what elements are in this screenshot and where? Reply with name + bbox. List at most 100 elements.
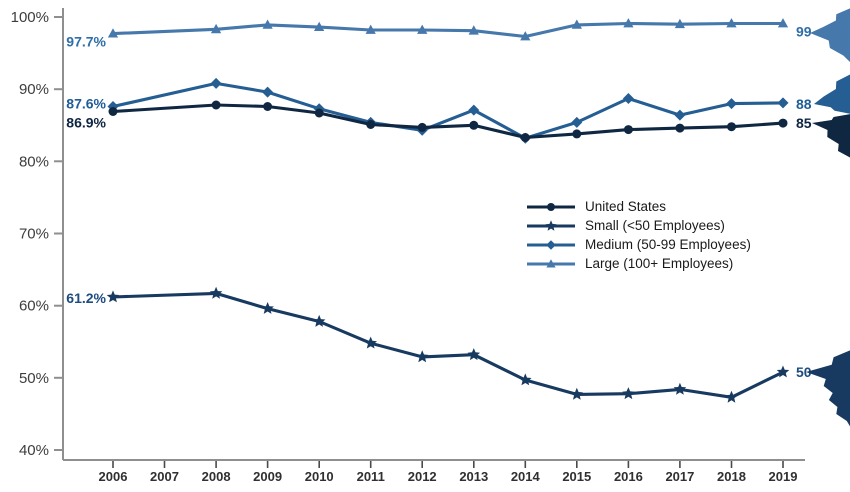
legend-item-large: Large (100+ Employees) <box>526 254 751 273</box>
marker-small <box>261 302 274 314</box>
y-tick-label: 80% <box>19 153 49 170</box>
y-tick-label: 90% <box>19 81 49 98</box>
cutoff-blob-large <box>810 8 850 63</box>
x-tick-label: 2016 <box>614 469 643 484</box>
marker-small <box>106 290 120 303</box>
marker-small <box>467 348 480 361</box>
cutoff-blob-us <box>812 114 850 158</box>
legend: United States Small (<50 Employees) Medium… <box>526 197 751 273</box>
marker-large <box>468 25 479 35</box>
marker-small <box>416 350 429 363</box>
x-tick-label: 2008 <box>202 469 231 484</box>
legend-marker-large <box>546 258 556 267</box>
marker-us <box>108 107 118 116</box>
marker-us <box>778 118 788 128</box>
marker-large <box>623 18 634 28</box>
marker-large <box>210 23 222 34</box>
marker-us <box>675 123 685 133</box>
legend-star-icon <box>527 219 575 231</box>
marker-small <box>209 286 223 299</box>
x-tick-label: 2011 <box>357 469 385 484</box>
marker-small <box>673 382 687 395</box>
marker-us <box>366 120 376 129</box>
marker-medium <box>468 104 480 116</box>
end-label-us: 85 <box>796 115 812 131</box>
legend-item-small: Small (<50 Employees) <box>526 216 751 235</box>
marker-large <box>314 21 325 31</box>
end-label-small: 50 <box>796 364 812 380</box>
marker-medium <box>210 77 222 89</box>
marker-us <box>417 122 427 132</box>
legend-marker-small <box>545 219 557 231</box>
marker-small <box>776 365 790 378</box>
y-tick-label: 40% <box>19 442 49 459</box>
marker-large <box>777 18 789 28</box>
y-tick-label: 50% <box>19 370 49 387</box>
marker-small <box>622 387 635 400</box>
legend-circle-icon <box>527 202 575 211</box>
marker-large <box>365 24 376 34</box>
legend-marker-us <box>547 202 555 211</box>
marker-medium <box>674 109 686 121</box>
y-tick-label: 70% <box>19 226 49 243</box>
x-tick-label: 2015 <box>562 469 591 484</box>
end-label-large: 99 <box>796 24 812 40</box>
marker-us <box>211 100 221 110</box>
marker-us <box>572 129 582 139</box>
marker-medium <box>262 86 274 98</box>
marker-small <box>725 390 738 403</box>
marker-small <box>364 336 377 349</box>
legend-item-medium: Medium (50-99 Employees) <box>526 235 751 254</box>
x-tick-label: 2018 <box>717 469 746 484</box>
marker-large <box>674 18 685 29</box>
cutoff-blob-small <box>806 350 850 427</box>
start-label-small: 61.2% <box>66 290 106 306</box>
y-tick-label: 60% <box>19 298 49 315</box>
x-tick-label: 2019 <box>769 469 798 484</box>
marker-medium <box>571 116 583 128</box>
cutoff-blob-medium <box>814 74 850 114</box>
legend-label-small: Small (<50 Employees) <box>585 218 725 233</box>
legend-label-us: United States <box>585 199 667 214</box>
marker-large <box>262 19 273 29</box>
marker-medium <box>726 98 737 110</box>
marker-small <box>312 314 326 327</box>
x-tick-label: 2010 <box>305 469 334 484</box>
x-tick-label: 2009 <box>253 469 282 484</box>
legend-label-medium: Medium (50-99 Employees) <box>585 237 751 252</box>
x-tick-label: 2007 <box>150 469 179 484</box>
marker-medium <box>777 97 789 109</box>
start-label-us: 86.9% <box>66 115 106 131</box>
marker-large <box>571 19 582 29</box>
marker-us <box>520 133 530 142</box>
marker-small <box>570 387 584 400</box>
x-tick-label: 2012 <box>408 469 437 484</box>
marker-us <box>314 108 324 118</box>
legend-triangle-icon <box>527 258 575 267</box>
legend-diamond-icon <box>527 239 575 250</box>
x-tick-label: 2013 <box>459 469 488 484</box>
marker-small <box>519 373 532 386</box>
start-label-medium: 87.6% <box>66 96 106 112</box>
marker-large <box>520 31 531 41</box>
legend-marker-medium <box>546 239 556 250</box>
marker-us <box>263 102 273 111</box>
legend-item-us: United States <box>526 197 751 216</box>
x-tick-label: 2017 <box>665 469 694 484</box>
legend-label-large: Large (100+ Employees) <box>585 256 734 271</box>
y-tick-label: 100% <box>11 9 49 26</box>
start-label-large: 97.7% <box>66 34 106 50</box>
marker-large <box>726 18 737 28</box>
marker-medium <box>622 93 634 104</box>
marker-us <box>469 120 479 130</box>
end-label-medium: 88 <box>796 96 812 112</box>
x-tick-label: 2006 <box>99 469 128 484</box>
marker-us <box>727 122 736 132</box>
marker-large <box>417 24 428 34</box>
marker-us <box>623 125 633 135</box>
series-line-small <box>111 291 785 399</box>
marker-large <box>107 28 119 38</box>
x-tick-label: 2014 <box>511 469 541 484</box>
